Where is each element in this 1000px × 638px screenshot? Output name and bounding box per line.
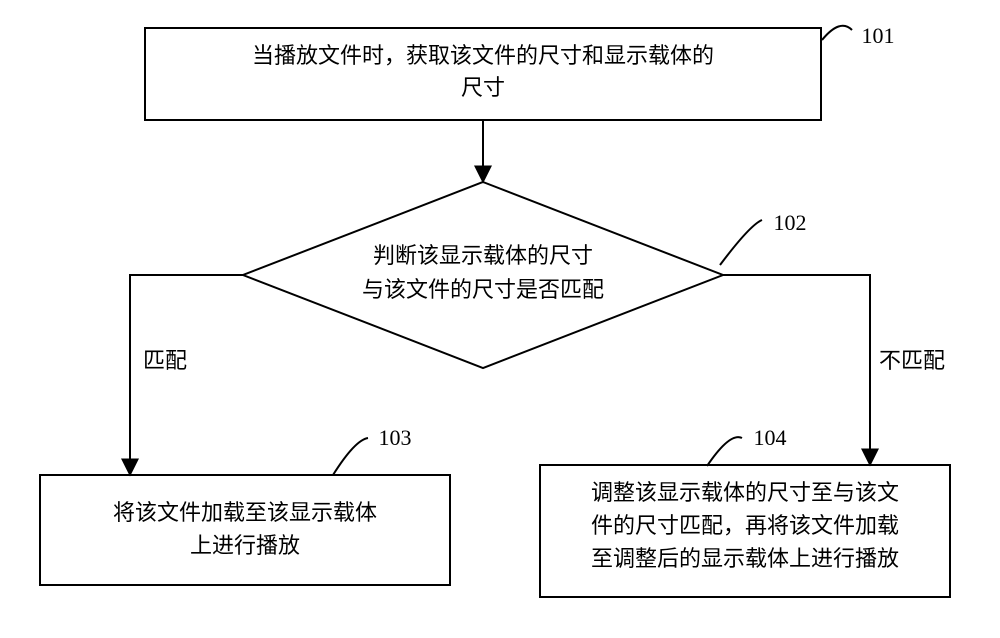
- step-103-line1: 将该文件加载至该显示载体: [113, 500, 377, 525]
- edge-match-label: 匹配: [143, 348, 187, 373]
- step-104-line3: 至调整后的显示载体上进行播放: [591, 546, 899, 571]
- step-101-label: 101: [822, 23, 895, 48]
- step-104-line2: 件的尺寸匹配，再将该文件加载: [591, 513, 899, 538]
- step-104-line1: 调整该显示载体的尺寸至与该文: [591, 480, 899, 505]
- decision-102-line2: 与该文件的尺寸是否匹配: [362, 277, 604, 302]
- step-104-number: 104: [754, 425, 787, 450]
- step-101-line2: 尺寸: [461, 75, 505, 100]
- edge-nomatch-label: 不匹配: [879, 348, 945, 373]
- decision-102-label: 102: [720, 210, 807, 265]
- decision-102-line1: 判断该显示载体的尺寸: [373, 243, 593, 268]
- step-103-number: 103: [379, 425, 412, 450]
- step-104-label: 104: [707, 425, 787, 466]
- edge-match-to-103: 匹配: [130, 275, 243, 475]
- step-103-label: 103: [333, 425, 412, 475]
- decision-102-match: 判断该显示载体的尺寸 与该文件的尺寸是否匹配: [243, 182, 723, 368]
- step-103-play-direct: 将该文件加载至该显示载体 上进行播放: [40, 475, 450, 585]
- step-101-line1: 当播放文件时，获取该文件的尺寸和显示载体的: [252, 43, 714, 68]
- step-101-get-sizes: 当播放文件时，获取该文件的尺寸和显示载体的 尺寸: [145, 28, 821, 120]
- step-104-adjust-then-play: 调整该显示载体的尺寸至与该文 件的尺寸匹配，再将该文件加载 至调整后的显示载体上…: [540, 465, 950, 597]
- decision-102-number: 102: [774, 210, 807, 235]
- step-103-line2: 上进行播放: [190, 533, 300, 558]
- step-101-number: 101: [862, 23, 895, 48]
